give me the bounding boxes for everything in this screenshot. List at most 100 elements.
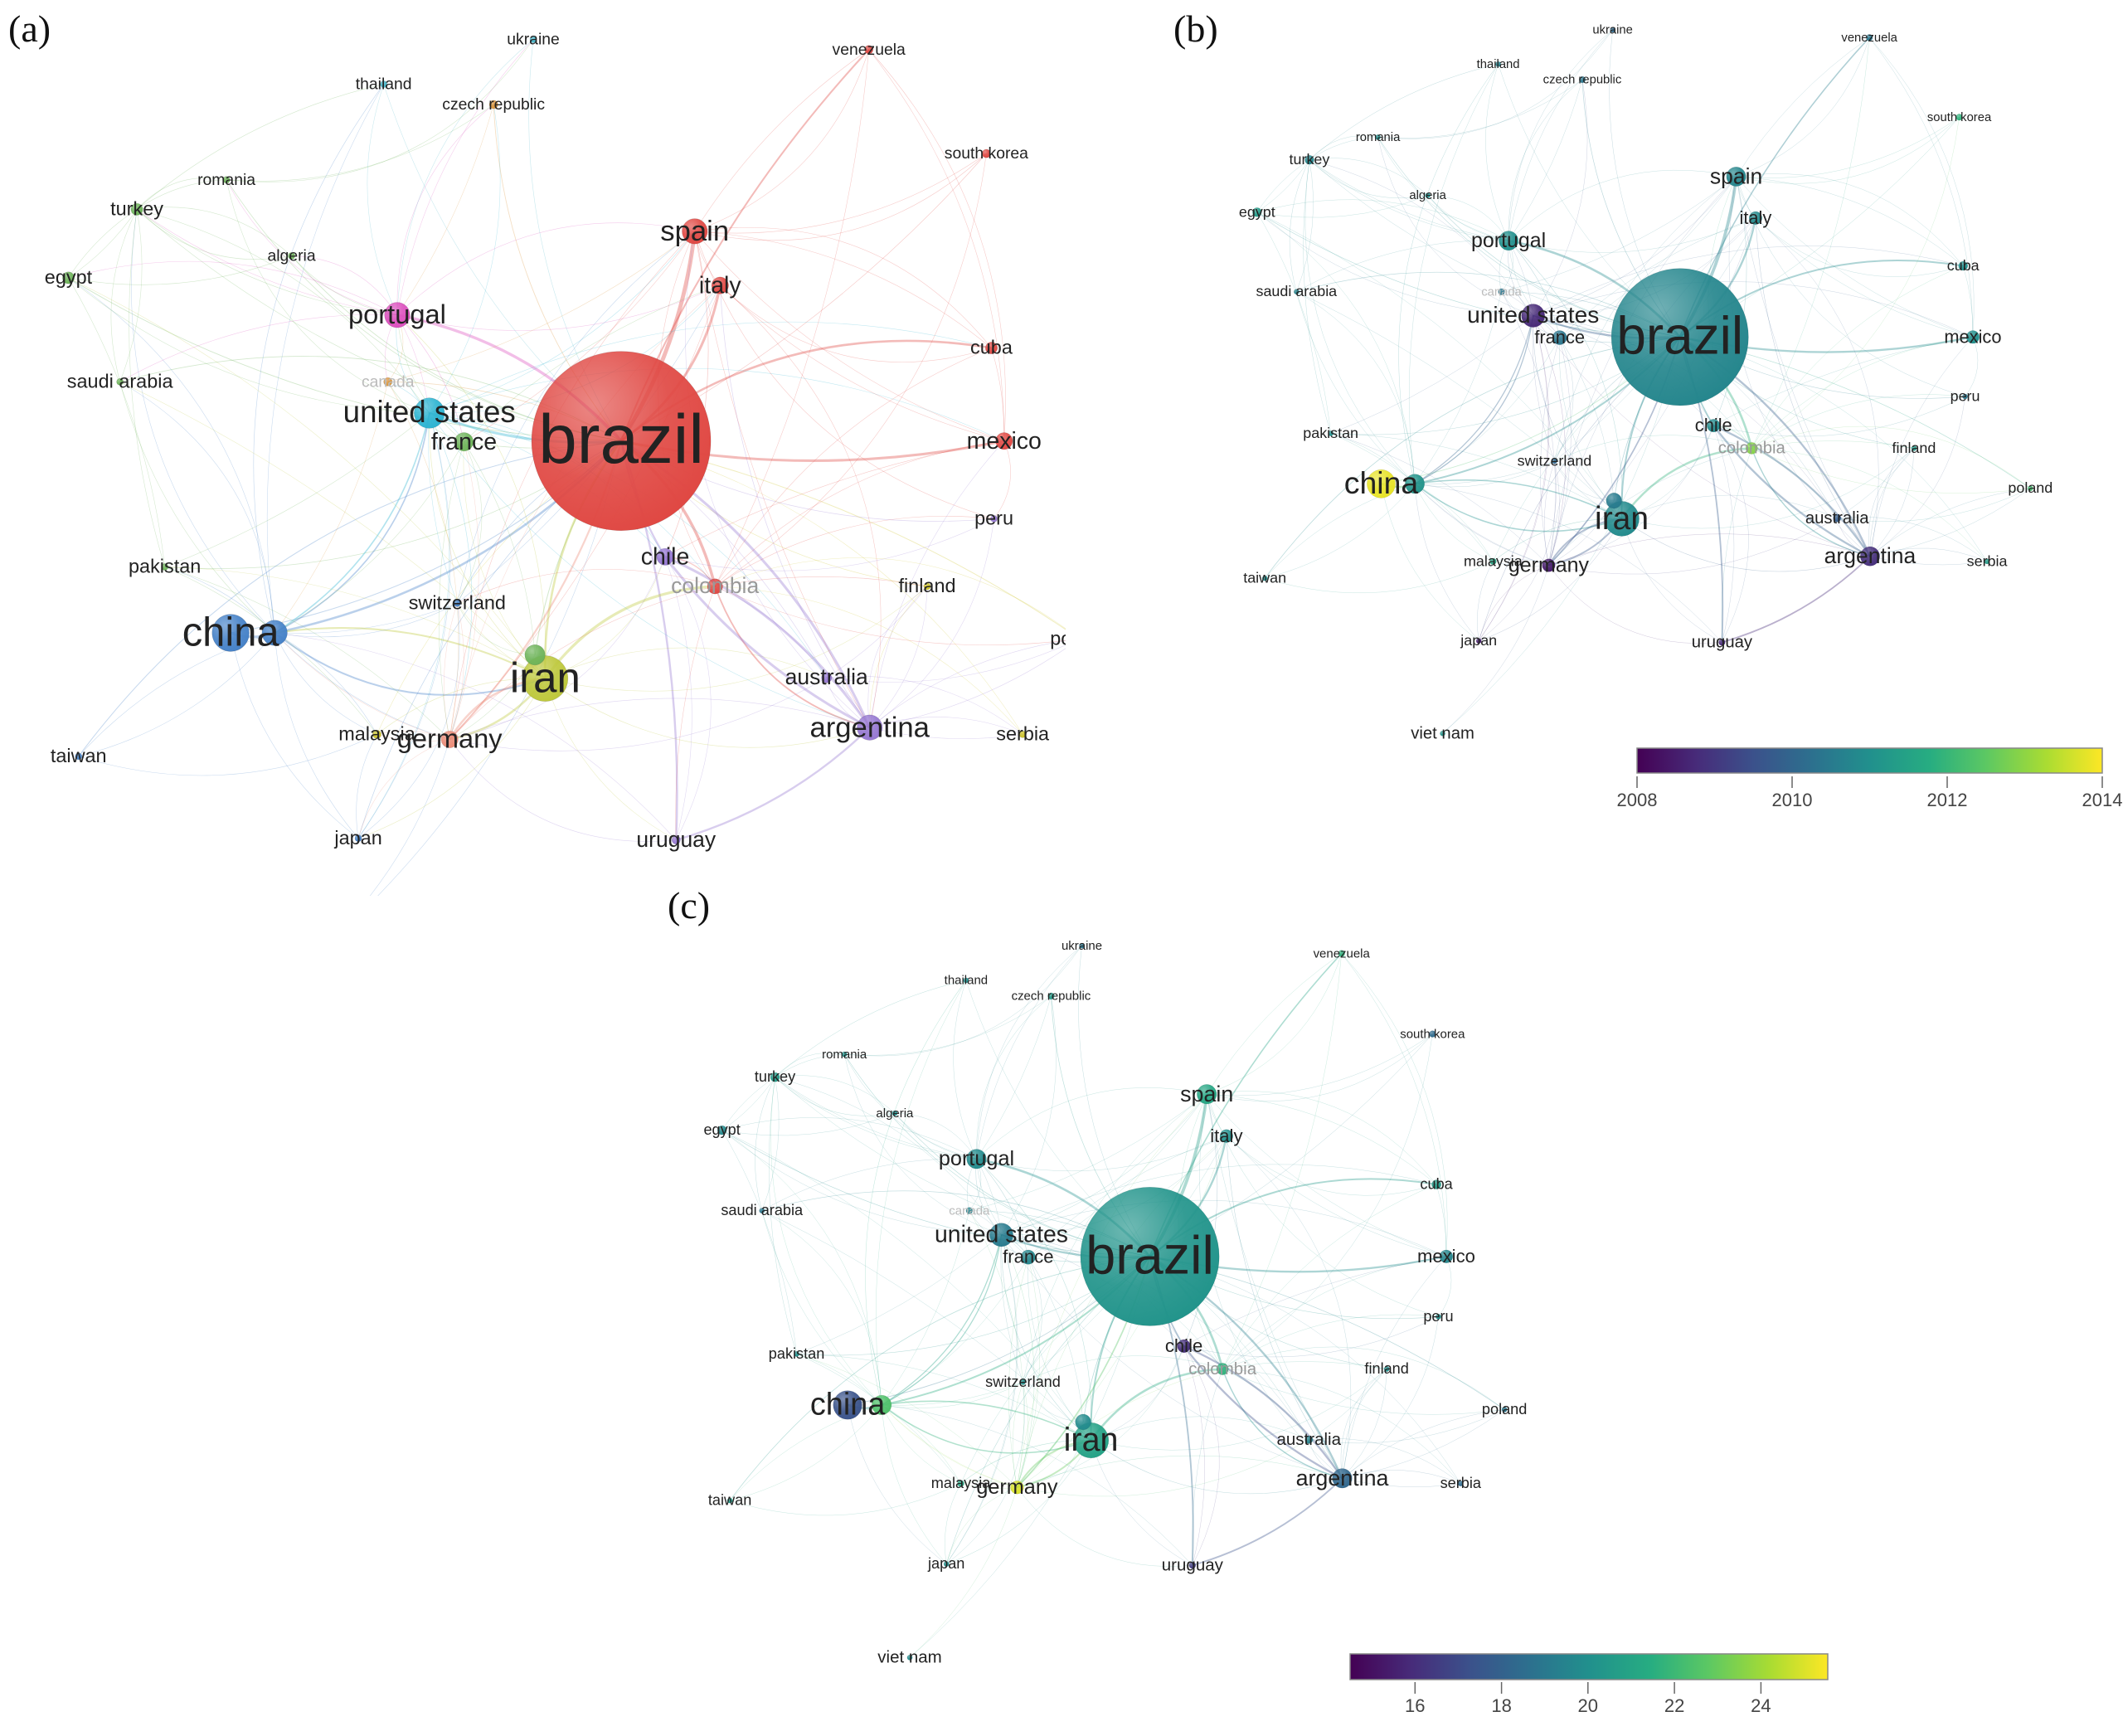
svg-text:france: france bbox=[1003, 1247, 1053, 1267]
svg-text:argentina: argentina bbox=[1296, 1466, 1389, 1490]
svg-text:peru: peru bbox=[1423, 1308, 1453, 1325]
svg-text:2014: 2014 bbox=[2082, 790, 2123, 810]
svg-text:chile: chile bbox=[1695, 415, 1732, 435]
svg-text:mexico: mexico bbox=[1417, 1246, 1475, 1267]
svg-text:chile: chile bbox=[1165, 1335, 1202, 1356]
svg-text:brazil: brazil bbox=[1086, 1224, 1214, 1285]
svg-text:serbia: serbia bbox=[1440, 1475, 1482, 1491]
svg-text:czech republic: czech republic bbox=[1012, 990, 1091, 1004]
svg-text:turkey: turkey bbox=[1290, 151, 1330, 168]
svg-text:south korea: south korea bbox=[945, 144, 1028, 163]
svg-text:canada: canada bbox=[362, 372, 415, 391]
svg-text:venezuela: venezuela bbox=[1314, 946, 1371, 960]
svg-text:colombia: colombia bbox=[1718, 440, 1786, 458]
svg-text:poland: poland bbox=[1482, 1401, 1527, 1417]
svg-text:cuba: cuba bbox=[1947, 257, 1980, 274]
svg-text:2010: 2010 bbox=[1772, 790, 1813, 810]
svg-text:poland: poland bbox=[2008, 479, 2053, 496]
svg-text:serbia: serbia bbox=[1967, 552, 2008, 569]
svg-text:thailand: thailand bbox=[1477, 58, 1520, 71]
svg-text:czech republic: czech republic bbox=[1543, 74, 1622, 87]
svg-text:china: china bbox=[182, 610, 280, 654]
svg-text:romania: romania bbox=[822, 1048, 867, 1062]
svg-text:japan: japan bbox=[333, 827, 381, 849]
svg-text:uruguay: uruguay bbox=[1162, 1556, 1224, 1575]
svg-text:australia: australia bbox=[1277, 1430, 1342, 1449]
svg-text:australia: australia bbox=[785, 664, 868, 689]
svg-text:japan: japan bbox=[1460, 632, 1497, 649]
svg-text:ukraine: ukraine bbox=[1062, 939, 1102, 953]
svg-text:18: 18 bbox=[1491, 1695, 1511, 1716]
svg-text:peru: peru bbox=[1951, 388, 1980, 405]
svg-text:taiwan: taiwan bbox=[708, 1492, 751, 1509]
svg-text:iran: iran bbox=[1595, 501, 1649, 537]
svg-text:ukraine: ukraine bbox=[1592, 24, 1633, 37]
svg-text:switzerland: switzerland bbox=[1518, 452, 1592, 469]
svg-text:finland: finland bbox=[1364, 1360, 1408, 1377]
svg-text:portugal: portugal bbox=[939, 1147, 1014, 1170]
svg-text:spain: spain bbox=[660, 216, 729, 247]
svg-text:algeria: algeria bbox=[267, 247, 315, 265]
svg-text:serbia: serbia bbox=[996, 722, 1050, 744]
svg-text:romania: romania bbox=[1356, 131, 1401, 144]
svg-text:mexico: mexico bbox=[967, 428, 1042, 455]
svg-text:venezuela: venezuela bbox=[833, 41, 906, 59]
svg-text:turkey: turkey bbox=[755, 1068, 796, 1085]
svg-text:egypt: egypt bbox=[703, 1121, 740, 1138]
svg-text:czech republic: czech republic bbox=[442, 95, 545, 114]
svg-text:saudi arabia: saudi arabia bbox=[1256, 283, 1338, 299]
svg-text:thailand: thailand bbox=[356, 75, 412, 94]
svg-text:24: 24 bbox=[1751, 1695, 1771, 1716]
svg-text:brazil: brazil bbox=[538, 400, 704, 478]
svg-text:japan: japan bbox=[927, 1555, 964, 1572]
svg-text:canada: canada bbox=[1481, 285, 1522, 299]
svg-text:argentina: argentina bbox=[1824, 543, 1917, 568]
svg-text:italy: italy bbox=[699, 272, 741, 299]
svg-text:chile: chile bbox=[641, 543, 690, 570]
svg-text:cuba: cuba bbox=[1420, 1176, 1453, 1193]
svg-text:united states: united states bbox=[1467, 302, 1599, 328]
svg-text:22: 22 bbox=[1664, 1695, 1684, 1716]
svg-text:finland: finland bbox=[898, 575, 955, 596]
svg-text:cuba: cuba bbox=[970, 337, 1013, 358]
svg-text:south korea: south korea bbox=[1927, 111, 1992, 124]
svg-text:argentina: argentina bbox=[809, 712, 930, 743]
svg-text:viet nam: viet nam bbox=[877, 1648, 941, 1667]
svg-text:turkey: turkey bbox=[110, 198, 163, 220]
svg-text:iran: iran bbox=[1064, 1422, 1119, 1458]
svg-text:spain: spain bbox=[1710, 164, 1762, 189]
svg-text:pakistan: pakistan bbox=[1303, 425, 1358, 441]
svg-text:taiwan: taiwan bbox=[51, 745, 107, 766]
svg-text:south korea: south korea bbox=[1400, 1027, 1465, 1041]
svg-text:romania: romania bbox=[197, 171, 255, 189]
svg-text:saudi arabia: saudi arabia bbox=[721, 1202, 804, 1218]
svg-text:algeria: algeria bbox=[1409, 189, 1446, 202]
svg-text:china: china bbox=[810, 1388, 886, 1422]
svg-text:germany: germany bbox=[1508, 553, 1590, 576]
svg-text:finland: finland bbox=[1892, 440, 1936, 456]
svg-text:thailand: thailand bbox=[945, 974, 988, 988]
svg-text:20: 20 bbox=[1578, 1695, 1598, 1716]
svg-text:france: france bbox=[1534, 327, 1585, 348]
svg-text:brazil: brazil bbox=[1616, 306, 1743, 366]
svg-text:united states: united states bbox=[935, 1221, 1068, 1247]
svg-text:peru: peru bbox=[974, 508, 1013, 529]
svg-text:switzerland: switzerland bbox=[409, 591, 506, 613]
svg-text:2008: 2008 bbox=[1617, 790, 1658, 810]
svg-text:iran: iran bbox=[510, 654, 581, 701]
svg-text:pakistan: pakistan bbox=[769, 1345, 825, 1362]
svg-text:italy: italy bbox=[1210, 1126, 1242, 1146]
svg-text:venezuela: venezuela bbox=[1841, 32, 1897, 45]
svg-text:italy: italy bbox=[1740, 207, 1772, 228]
svg-text:uruguay: uruguay bbox=[636, 827, 716, 852]
svg-text:australia: australia bbox=[1805, 509, 1869, 528]
svg-text:united states: united states bbox=[343, 395, 516, 429]
svg-text:ukraine: ukraine bbox=[507, 31, 560, 49]
svg-text:germany: germany bbox=[397, 723, 503, 754]
svg-text:switzerland: switzerland bbox=[985, 1374, 1061, 1390]
svg-text:china: china bbox=[1344, 465, 1419, 500]
svg-text:16: 16 bbox=[1405, 1695, 1425, 1716]
svg-text:egypt: egypt bbox=[45, 266, 93, 288]
svg-text:algeria: algeria bbox=[876, 1106, 914, 1121]
svg-text:uruguay: uruguay bbox=[1692, 634, 1753, 652]
